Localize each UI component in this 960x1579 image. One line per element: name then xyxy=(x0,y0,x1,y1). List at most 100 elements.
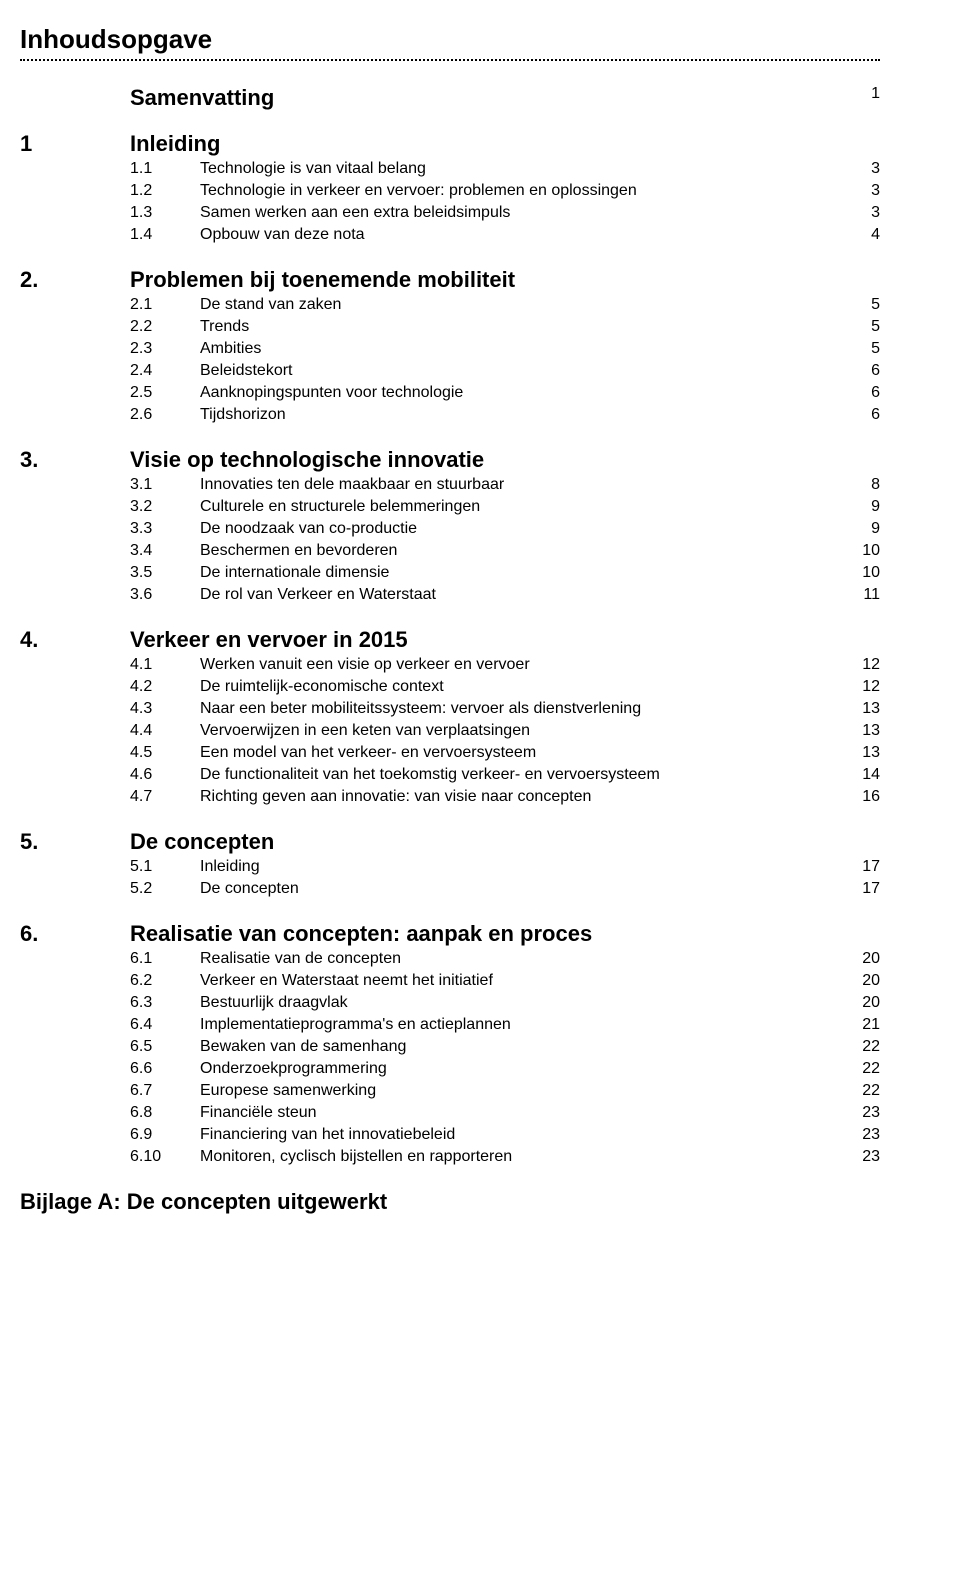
sub-page: 20 xyxy=(840,949,880,969)
sub-page: 6 xyxy=(840,361,880,381)
sub-title: De noodzaak van co-productie xyxy=(200,519,840,539)
sub-number: 5.2 xyxy=(130,879,200,899)
sub-page: 13 xyxy=(840,743,880,763)
sub-title: Trends xyxy=(200,317,840,337)
sub-title: Inleiding xyxy=(200,857,840,877)
section-heading: 6.Realisatie van concepten: aanpak en pr… xyxy=(20,921,880,947)
section-heading: 3.Visie op technologische innovatie xyxy=(20,447,880,473)
sub-page: 17 xyxy=(840,879,880,899)
sub-title: Monitoren, cyclisch bijstellen en rappor… xyxy=(200,1147,840,1167)
sub-number: 6.7 xyxy=(130,1081,200,1101)
sub-number: 6.1 xyxy=(130,949,200,969)
sub-title: Realisatie van de concepten xyxy=(200,949,840,969)
sub-page: 22 xyxy=(840,1037,880,1057)
sub-page: 16 xyxy=(840,787,880,807)
section-number: 1 xyxy=(20,131,130,157)
toc-sub-row: 2.3Ambities5 xyxy=(130,339,880,359)
toc-sub-row: 6.9Financiering van het innovatiebeleid2… xyxy=(130,1125,880,1145)
sub-number: 4.3 xyxy=(130,699,200,719)
sub-page: 23 xyxy=(840,1103,880,1123)
toc-sub-row: 4.1Werken vanuit een visie op verkeer en… xyxy=(130,655,880,675)
sub-page: 6 xyxy=(840,405,880,425)
sub-title: Technologie in verkeer en vervoer: probl… xyxy=(200,181,840,201)
sub-number: 2.4 xyxy=(130,361,200,381)
sub-title: De stand van zaken xyxy=(200,295,840,315)
toc-sub-row: 6.4Implementatieprogramma's en actieplan… xyxy=(130,1015,880,1035)
sub-number: 6.3 xyxy=(130,993,200,1013)
sub-number: 4.4 xyxy=(130,721,200,741)
sub-number: 3.2 xyxy=(130,497,200,517)
sub-title: Richting geven aan innovatie: van visie … xyxy=(200,787,840,807)
sub-number: 6.10 xyxy=(130,1147,200,1167)
sub-page: 13 xyxy=(840,721,880,741)
sub-page: 10 xyxy=(840,563,880,583)
section-heading: 2.Problemen bij toenemende mobiliteit xyxy=(20,267,880,293)
toc-sub-row: 6.7Europese samenwerking22 xyxy=(130,1081,880,1101)
toc-sub-row: 6.8Financiële steun23 xyxy=(130,1103,880,1123)
sub-page: 4 xyxy=(840,225,880,245)
toc-sub-row: 6.3Bestuurlijk draagvlak20 xyxy=(130,993,880,1013)
sub-number: 6.9 xyxy=(130,1125,200,1145)
sub-page: 23 xyxy=(840,1147,880,1167)
sub-title: De internationale dimensie xyxy=(200,563,840,583)
toc-sub-row: 6.2Verkeer en Waterstaat neemt het initi… xyxy=(130,971,880,991)
toc-sub-row: 6.10Monitoren, cyclisch bijstellen en ra… xyxy=(130,1147,880,1167)
sub-number: 4.7 xyxy=(130,787,200,807)
title-underline xyxy=(20,59,880,61)
sub-page: 5 xyxy=(840,295,880,315)
toc-sub-row: 4.3Naar een beter mobiliteitssysteem: ve… xyxy=(130,699,880,719)
sub-number: 1.2 xyxy=(130,181,200,201)
toc-sub-row: 3.6De rol van Verkeer en Waterstaat11 xyxy=(130,585,880,605)
section-title: Verkeer en vervoer in 2015 xyxy=(130,627,840,653)
summary-spacer xyxy=(20,85,130,111)
sub-page: 12 xyxy=(840,655,880,675)
sub-title: Onderzoekprogrammering xyxy=(200,1059,840,1079)
sub-title: Implementatieprogramma's en actieplannen xyxy=(200,1015,840,1035)
sub-number: 2.3 xyxy=(130,339,200,359)
sub-title: Ambities xyxy=(200,339,840,359)
sub-title: Bewaken van de samenhang xyxy=(200,1037,840,1057)
sub-number: 4.6 xyxy=(130,765,200,785)
sub-page: 14 xyxy=(840,765,880,785)
sub-title: Financiële steun xyxy=(200,1103,840,1123)
toc-sub-row: 3.5De internationale dimensie10 xyxy=(130,563,880,583)
section-heading: 4.Verkeer en vervoer in 2015 xyxy=(20,627,880,653)
toc-sub-row: 4.6De functionaliteit van het toekomstig… xyxy=(130,765,880,785)
sub-number: 4.1 xyxy=(130,655,200,675)
sub-page: 10 xyxy=(840,541,880,561)
section-heading: 5.De concepten xyxy=(20,829,880,855)
toc-sub-row: 2.4Beleidstekort6 xyxy=(130,361,880,381)
sub-title: De concepten xyxy=(200,879,840,899)
toc-sub-row: 3.2Culturele en structurele belemmeringe… xyxy=(130,497,880,517)
toc-sub-row: 1.4Opbouw van deze nota4 xyxy=(130,225,880,245)
sub-title: Culturele en structurele belemmeringen xyxy=(200,497,840,517)
sub-title: Beschermen en bevorderen xyxy=(200,541,840,561)
sub-page: 20 xyxy=(840,971,880,991)
sub-number: 1.4 xyxy=(130,225,200,245)
sub-page: 3 xyxy=(840,181,880,201)
sub-page: 17 xyxy=(840,857,880,877)
section-number: 3. xyxy=(20,447,130,473)
page-title: Inhoudsopgave xyxy=(20,24,880,55)
sub-number: 3.6 xyxy=(130,585,200,605)
sub-title: De rol van Verkeer en Waterstaat xyxy=(200,585,840,605)
summary-page: 1 xyxy=(840,85,880,111)
sub-number: 1.1 xyxy=(130,159,200,179)
sub-title: Naar een beter mobiliteitssysteem: vervo… xyxy=(200,699,840,719)
sub-number: 6.8 xyxy=(130,1103,200,1123)
toc-sub-row: 6.5Bewaken van de samenhang22 xyxy=(130,1037,880,1057)
toc-section: 3.Visie op technologische innovatie3.1In… xyxy=(130,447,880,605)
section-title: Visie op technologische innovatie xyxy=(130,447,840,473)
toc-sub-row: 3.4Beschermen en bevorderen10 xyxy=(130,541,880,561)
sub-title: Tijdshorizon xyxy=(200,405,840,425)
toc-sub-row: 4.4Vervoerwijzen in een keten van verpla… xyxy=(130,721,880,741)
toc-sub-row: 2.2Trends5 xyxy=(130,317,880,337)
sub-title: Opbouw van deze nota xyxy=(200,225,840,245)
toc-sub-row: 6.1Realisatie van de concepten20 xyxy=(130,949,880,969)
sub-title: Technologie is van vitaal belang xyxy=(200,159,840,179)
sub-page: 22 xyxy=(840,1059,880,1079)
toc-sub-row: 2.1De stand van zaken5 xyxy=(130,295,880,315)
toc-section: 1Inleiding1.1Technologie is van vitaal b… xyxy=(130,131,880,245)
section-title: Realisatie van concepten: aanpak en proc… xyxy=(130,921,840,947)
section-heading: 1Inleiding xyxy=(20,131,880,157)
